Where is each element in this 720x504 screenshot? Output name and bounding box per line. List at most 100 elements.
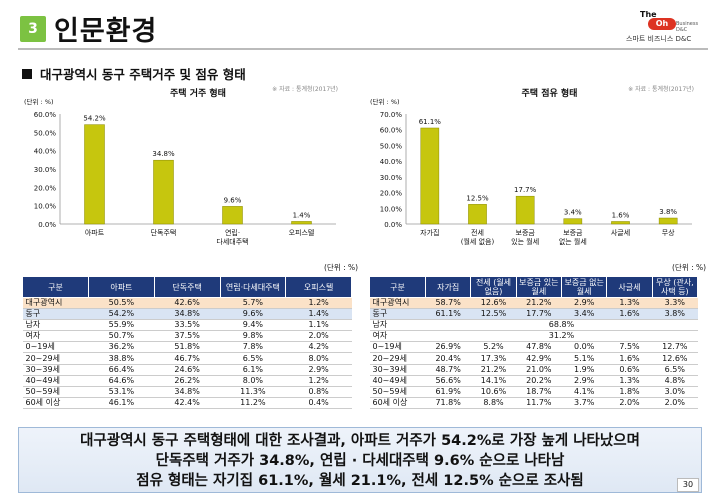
bar [658,217,678,225]
table-cell: 51.8% [154,341,220,354]
table-cell: 40~49세 [22,375,89,387]
x-tick-label: 단독주택 [151,228,177,237]
table-cell: 54.2% [88,308,155,321]
tenure-type-table: 구분 자가집 전세 (월세 없음) 보증금 있는 월세 보증금 없는 월세 사글세 무상 (… [369,276,699,409]
x-tick-label: 보증금 [563,229,583,237]
data-label: 17.7% [514,186,537,194]
bullet-square-icon [22,68,32,79]
table-header-cell: 사글세 [606,276,653,298]
table-cell: 20~29세 [22,352,89,365]
table-cell: 18.7% [516,386,562,398]
table-row: 남자 68.8% [369,319,698,332]
table-cell: 8.0% [285,352,352,365]
table-cell: 42.4% [154,397,220,409]
table-cell: 3.3% [652,297,698,310]
table-cell: 48.7% [425,364,471,376]
y-tick-label: 70.0% [380,111,403,119]
table-cell: 61.1% [425,308,471,321]
bar [563,218,583,225]
table-cell: 9.4% [220,319,286,332]
table-cell: 6.1% [220,364,286,376]
chart-title: 주택 거주 형태 [170,87,226,99]
logo-text-the: The [640,10,657,19]
table-cell: 21.0% [516,364,562,376]
housing-type-chart: 주택 거주 형태 ※ 자료 : 통계청(2017년) (단위 : %) 0.0% 10.… [22,82,342,260]
table-header-cell: 보증금 있는 월세 [515,276,562,298]
table-cell: 1.6% [606,352,653,365]
table-cell: 46.1% [88,397,155,409]
table-cell: 남자 [22,319,89,332]
logo-text-oh: Oh [648,18,676,30]
table-row: 남자 55.9% 33.5% 9.4% 1.1% [22,319,352,332]
table-cell: 7.5% [606,341,653,354]
table-header-cell: 오피스텔 [285,276,352,298]
table-cell: 26.2% [154,375,220,387]
y-tick-label: 50.0% [380,142,403,150]
table-cell: 6.5% [652,364,698,376]
table-header-cell: 보증금 없는 월세 [560,276,608,298]
chart-unit-label: (단위 : %) [370,97,400,106]
data-label: 3.4% [564,209,582,217]
table-cell: 1.8% [606,386,653,398]
table-cell: 50.5% [88,297,155,310]
bar [84,124,105,225]
table-cell: 2.9% [561,297,607,310]
table-cell: 68.8% [425,319,698,332]
section-heading: 대구광역시 동구 주택거주 및 점유 형태 [22,64,246,83]
chart-source: ※ 자료 : 통계청(2017년) [272,85,338,93]
table-cell: 5.7% [220,297,286,310]
table-cell: 60세 이상 [369,397,426,409]
table-cell: 2.0% [606,397,653,409]
table-cell: 1.2% [285,297,352,310]
table-cell: 53.1% [88,386,155,398]
table-row: 여자 31.2% [369,330,698,343]
table-header-cell: 자가집 [424,276,472,298]
table-cell: 11.2% [220,397,286,409]
table-cell: 5.2% [470,341,517,354]
table-cell: 대구광역시 [22,297,89,310]
table-cell: 8.8% [470,397,517,409]
table-header-cell: 구분 [22,276,89,298]
table-cell: 1.6% [606,308,653,321]
x-tick-label: 오피스텔 [289,228,315,237]
table-header-cell: 아파트 [88,276,155,298]
table-cell: 33.5% [154,319,220,332]
table-cell: 61.9% [425,386,471,398]
chart-svg: 주택 점유 형태 ※ 자료 : 통계청(2017년) (단위 : %) 0.0% 10.… [370,85,694,246]
data-label: 34.8% [152,150,175,158]
company-logo: The Oh Business D&C 스마트 비즈니스 D&C [626,10,704,44]
table-cell: 9.6% [220,308,286,321]
table1-unit: (단위 : %) [324,263,359,272]
bar [515,195,535,225]
table-header-cell: 전세 (월세 없음) [470,276,517,298]
bar [291,221,312,225]
table-row: 0~19세 36.2% 51.8% 7.8% 4.2% [22,341,352,354]
chart-svg: 주택 거주 형태 ※ 자료 : 통계청(2017년) (단위 : %) 0.0% 10.… [24,85,338,246]
table-cell: 42.6% [154,297,220,310]
x-tick-label: 사글세 [611,228,630,237]
table-cell: 30~39세 [369,364,426,376]
x-tick-label: 있는 월세 [511,237,539,246]
table-cell: 1.9% [561,364,607,376]
table-cell: 50.7% [88,330,155,343]
table-cell: 34.8% [154,386,220,398]
table-cell: 8.0% [220,375,286,387]
data-label: 1.4% [293,211,311,219]
data-label: 54.2% [83,115,106,123]
data-label: 12.5% [466,194,489,202]
table-cell: 56.6% [425,375,471,387]
table-cell: 36.2% [88,341,155,354]
y-tick-label: 0.0% [38,221,56,229]
x-tick-label: 아파트 [85,228,105,237]
table-cell: 0~19세 [369,341,426,354]
table-row: 20~29세 20.4% 17.3% 42.9% 5.1% 1.6% 12.6% [369,352,698,365]
table-cell: 12.5% [470,308,517,321]
table-cell: 여자 [369,330,426,343]
table-cell: 동구 [22,308,89,321]
table-cell: 12.7% [652,341,698,354]
page-title: 인문환경 [54,16,158,47]
logo-text-korean: 스마트 비즈니스 D&C [626,35,692,43]
table-cell: 1.1% [285,319,352,332]
table-cell: 4.8% [652,375,698,387]
table-cell: 남자 [369,319,426,332]
